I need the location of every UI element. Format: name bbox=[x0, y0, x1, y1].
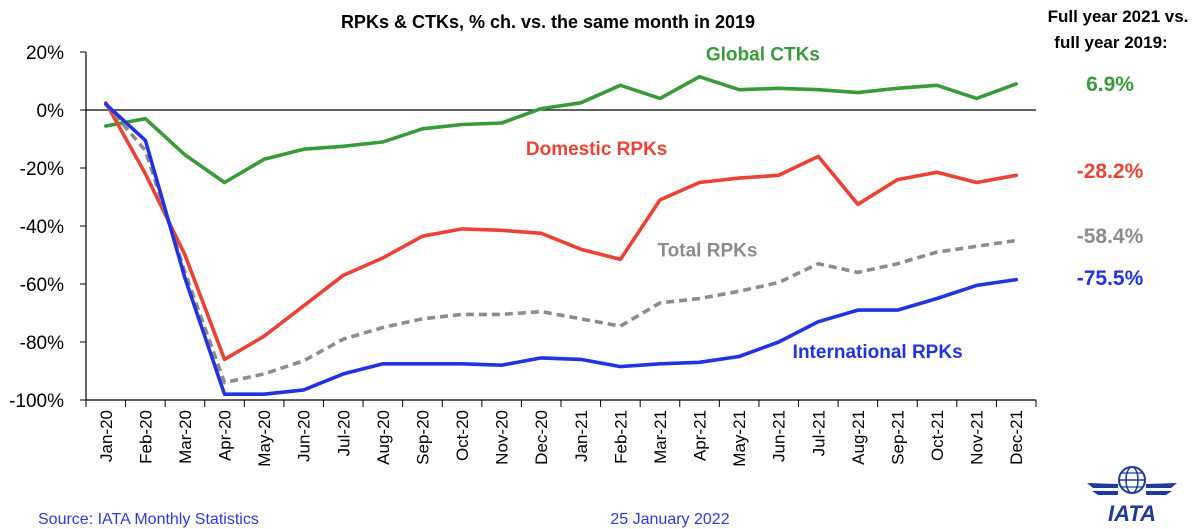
series-label-international-rpks: International RPKs bbox=[793, 342, 963, 363]
x-tick-label: Jun-20 bbox=[295, 410, 314, 462]
full-year-value-international-rpks: -75.5% bbox=[1077, 267, 1144, 290]
source-note: Source: IATA Monthly Statistics bbox=[38, 511, 259, 528]
x-tick-label: Jun-21 bbox=[770, 410, 789, 462]
series-line-global-ctks bbox=[104, 74, 1019, 185]
x-tick-label: Sep-20 bbox=[413, 410, 432, 465]
full-year-value-global-ctks: 6.9% bbox=[1086, 73, 1134, 96]
x-tick-label: Mar-20 bbox=[176, 410, 195, 464]
y-tick-label: -100% bbox=[9, 391, 64, 412]
x-tick-label: Nov-20 bbox=[493, 410, 512, 465]
full-year-heading-line2: full year 2019: bbox=[1054, 33, 1167, 52]
x-tick-label: May-20 bbox=[255, 410, 274, 467]
globe-icon bbox=[1118, 466, 1146, 494]
full-year-heading-line1: Full year 2021 vs. bbox=[1048, 7, 1189, 26]
x-tick-label: Jan-21 bbox=[572, 410, 591, 462]
full-year-value-domestic-rpks: -28.2% bbox=[1077, 160, 1144, 183]
publication-date: 25 January 2022 bbox=[610, 511, 729, 528]
x-tick-label: Dec-20 bbox=[532, 410, 551, 465]
series-label-total-rpks: Total RPKs bbox=[657, 240, 757, 261]
y-tick-label: -80% bbox=[20, 333, 64, 354]
x-tick-label: Apr-21 bbox=[691, 410, 710, 461]
x-tick-label: Aug-20 bbox=[374, 410, 393, 465]
iata-logo-text: IATA bbox=[1108, 501, 1156, 526]
y-tick-label: -40% bbox=[20, 217, 64, 238]
x-tick-label: Jul-20 bbox=[334, 410, 353, 456]
y-tick-label: 0% bbox=[37, 101, 65, 122]
x-tick-label: Jan-20 bbox=[97, 410, 116, 462]
x-tick-label: Feb-21 bbox=[611, 410, 630, 464]
wings-icon bbox=[1087, 483, 1177, 495]
x-tick-label: Mar-21 bbox=[651, 410, 670, 464]
x-tick-label: Feb-20 bbox=[136, 410, 155, 464]
y-tick-label: -60% bbox=[20, 275, 64, 296]
x-tick-label: Jul-21 bbox=[809, 410, 828, 456]
series-line-total-rpks bbox=[104, 103, 1017, 385]
series-layer bbox=[104, 74, 1019, 397]
full-year-value-total-rpks: -58.4% bbox=[1077, 225, 1144, 248]
series-line-international-rpks bbox=[104, 102, 1019, 397]
chart-title: RPKs & CTKs, % ch. vs. the same month in… bbox=[341, 12, 755, 32]
x-tick-label: Apr-20 bbox=[216, 410, 235, 461]
y-tick-label: 20% bbox=[26, 43, 64, 64]
series-line-domestic-rpks bbox=[104, 101, 1019, 362]
x-tick-label: Sep-21 bbox=[888, 410, 907, 465]
x-tick-label: Aug-21 bbox=[849, 410, 868, 465]
x-tick-label: Oct-21 bbox=[928, 410, 947, 461]
x-tick-label: Dec-21 bbox=[1007, 410, 1026, 465]
series-label-global-ctks: Global CTKs bbox=[706, 45, 820, 66]
y-tick-label: -20% bbox=[20, 159, 64, 180]
iata-logo: IATA bbox=[1087, 466, 1177, 526]
x-tick-label: Oct-20 bbox=[453, 410, 472, 461]
axes-layer: 20% 0% -20% -40% -60% -80% -100% Jan-20 Feb-20 Ma… bbox=[9, 43, 1037, 467]
series-label-layer: Global CTKs Domestic RPKs Total RPKs Intern… bbox=[526, 45, 1144, 363]
series-label-domestic-rpks: Domestic RPKs bbox=[526, 139, 668, 160]
x-tick-label: May-21 bbox=[730, 410, 749, 467]
x-tick-label: Nov-21 bbox=[968, 410, 987, 465]
